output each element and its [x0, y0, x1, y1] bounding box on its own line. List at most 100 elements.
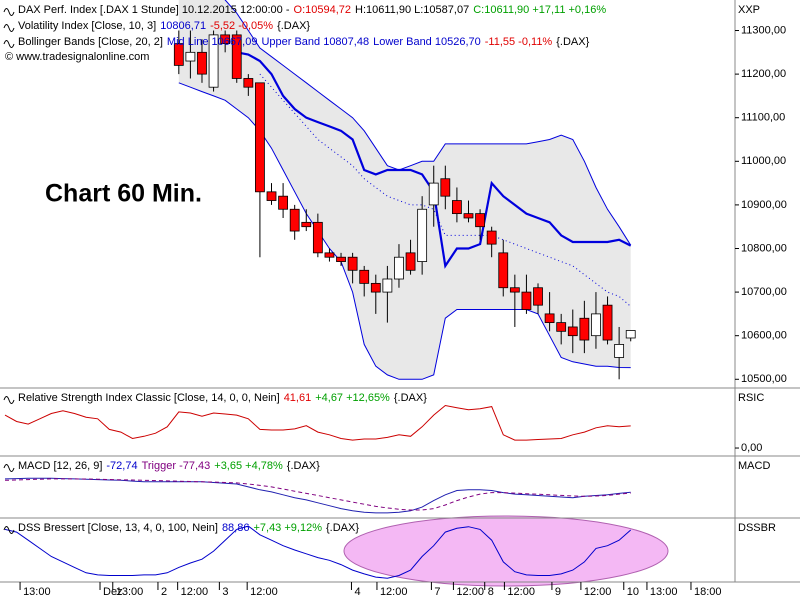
- candle-body: [475, 213, 485, 228]
- candle-body: [440, 178, 451, 197]
- candle-body: [463, 213, 474, 219]
- candle-body: [509, 287, 520, 293]
- legend-text: DSS Bressert [Close, 13, 4, 0, 100, Nein…: [18, 522, 218, 534]
- y-tick-label: 10900,00: [741, 199, 787, 211]
- series-line: [4, 404, 631, 441]
- legend-row: DSS Bressert [Close, 13, 4, 0, 100, Nein…: [18, 522, 359, 534]
- panel: [4, 477, 631, 514]
- series-line: [4, 477, 631, 514]
- legend-text: 10806,71: [160, 20, 206, 32]
- x-tick-label: 13:00: [23, 586, 51, 598]
- x-tick-label: 10: [627, 586, 639, 598]
- legend-row: DAX Perf. Index [.DAX 1 Stunde] 10.12.20…: [18, 4, 606, 16]
- candle-body: [324, 252, 335, 258]
- candle-body: [614, 344, 625, 358]
- candle-body: [243, 78, 254, 88]
- x-tick-label: 12:00: [181, 586, 209, 598]
- y-tick-label: 10600,00: [741, 330, 787, 342]
- series-line: [4, 478, 631, 511]
- legend-text: {.DAX}: [277, 20, 310, 32]
- candle-body: [417, 208, 428, 262]
- candle-body: [370, 282, 381, 293]
- candle-body: [625, 330, 636, 339]
- candle-body: [498, 252, 509, 289]
- candle-body: [567, 326, 578, 337]
- legend-row: MACD [12, 26, 9] -72,74 Trigger -77,43 +3,6…: [18, 460, 320, 472]
- x-tick-label: 12:00: [250, 586, 278, 598]
- candle-body: [556, 322, 567, 332]
- candle-body: [289, 208, 300, 232]
- legend-text: {.DAX}: [287, 460, 320, 472]
- legend-text: +3,65 +4,78%: [214, 460, 283, 472]
- highlight-ellipse: [343, 515, 669, 587]
- legend-text: 88,86: [222, 522, 250, 534]
- legend-text: H:10611,90 L:10587,07: [355, 4, 469, 16]
- candle-body: [301, 221, 312, 228]
- candle-body: [359, 269, 370, 284]
- panel: [4, 404, 631, 441]
- axis-label: DSSBR: [738, 522, 776, 534]
- x-tick-label: 12:00: [584, 586, 612, 598]
- legend-text: Mid Line 10667,09: [167, 36, 258, 48]
- y-tick-label: 11100,00: [741, 112, 785, 124]
- candle-body: [521, 291, 532, 310]
- y-tick-label: 10800,00: [741, 242, 787, 254]
- legend-text: O:10594,72: [294, 4, 352, 16]
- candle-body: [347, 256, 358, 271]
- credit: © www.tradesignalonline.com: [5, 51, 149, 63]
- series-line: [4, 525, 632, 579]
- candle-body: [486, 230, 497, 245]
- legend-icon: [3, 526, 15, 534]
- x-tick-label: 7: [434, 586, 440, 598]
- series-line: [178, 82, 631, 380]
- x-tick-label: 4: [354, 586, 360, 598]
- band-fill: [178, 0, 631, 380]
- legend-text: C:10611,90 +17,11 +0,16%: [473, 4, 606, 16]
- legend-text: -72,74: [106, 460, 137, 472]
- series-line: [259, 73, 632, 307]
- candle-body: [591, 313, 601, 337]
- candle-body: [208, 34, 219, 88]
- legend-text: +4,67 +12,65%: [315, 392, 390, 404]
- x-tick-label: 2: [161, 586, 167, 598]
- candle-body: [544, 313, 555, 324]
- legend-text: MACD [12, 26, 9]: [18, 460, 102, 472]
- x-tick-label: 8: [488, 586, 494, 598]
- candle-body: [452, 200, 462, 215]
- candle-body: [231, 34, 242, 79]
- legend-icon: [3, 24, 15, 32]
- x-tick-label: 3: [222, 586, 228, 598]
- legend-text: Upper Band 10807,48: [261, 36, 369, 48]
- x-tick-label: 12:00: [380, 586, 408, 598]
- y-tick-label: 11200,00: [741, 68, 786, 80]
- legend-icon: [3, 8, 15, 16]
- candle-body: [312, 221, 323, 254]
- candle-body: [266, 191, 277, 201]
- legend-icon: [3, 396, 15, 404]
- legend-text: Lower Band 10526,70: [373, 36, 481, 48]
- legend-text: Relative Strength Index Classic [Close, …: [18, 392, 280, 404]
- candle-body: [428, 182, 439, 206]
- candle-body: [579, 317, 590, 341]
- x-tick-label: 18:00: [694, 586, 722, 598]
- legend-text: {.DAX}: [326, 522, 359, 534]
- panel: [173, 0, 636, 380]
- legend-row: Relative Strength Index Classic [Close, …: [18, 392, 427, 404]
- legend-text: -5,52 -0,05%: [210, 20, 273, 32]
- legend-row: Volatility Index [Close, 10, 3] 10806,71-…: [18, 20, 310, 32]
- axis-label: RSIC: [738, 392, 764, 404]
- x-tick-label: 9: [555, 586, 561, 598]
- x-tick-label: 12:00: [456, 586, 484, 598]
- legend-text: {.DAX}: [394, 392, 427, 404]
- legend-text: Trigger -77,43: [142, 460, 211, 472]
- series-line: [224, 0, 632, 246]
- candle-body: [394, 256, 404, 280]
- axis-label: XXP: [738, 4, 760, 16]
- legend-text: {.DAX}: [556, 36, 589, 48]
- y-tick-label: 10500,00: [741, 373, 787, 385]
- candle-body: [382, 278, 393, 293]
- x-tick-label: Dez: [103, 586, 123, 598]
